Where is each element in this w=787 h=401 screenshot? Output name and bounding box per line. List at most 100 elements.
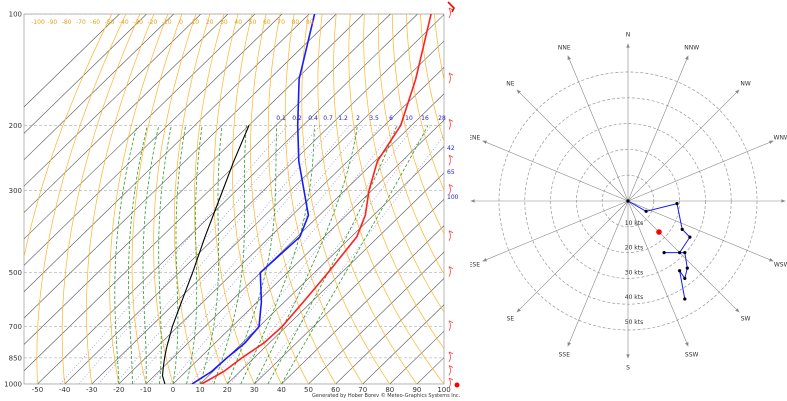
isotherm	[24, 14, 229, 213]
isotherm	[24, 14, 310, 293]
dry-adiabat	[232, 14, 282, 384]
dry-adiabat	[250, 14, 309, 384]
isotherm	[362, 304, 444, 384]
hodograph-point	[688, 235, 692, 239]
x-tick-label: 10	[196, 386, 205, 394]
mixing-ratio-line	[149, 125, 365, 384]
isotherm	[254, 198, 444, 384]
dry-adiabat	[213, 14, 255, 384]
speed-ring-label: 30 kts	[625, 269, 644, 276]
skew-t-diagram: -100 -90 -80 -70 -60 -50 -40 -30 -20 -10 0 10 20 30 40…	[4, 1, 460, 394]
dry-adiabat-label: 70	[277, 19, 285, 26]
hodograph-point	[680, 227, 684, 231]
height-label: 100	[447, 194, 459, 201]
isotherm	[172, 119, 444, 384]
dry-adiabat-label: -20	[147, 19, 157, 26]
direction-arrowhead	[626, 354, 630, 359]
isotherm	[24, 14, 283, 266]
dewpoint-profile	[191, 14, 316, 384]
dry-adiabat-label: -90	[47, 19, 57, 26]
storm-motion-marker	[656, 229, 662, 235]
direction-arrowhead	[735, 308, 740, 313]
direction-arrowhead	[685, 342, 689, 347]
isotherm	[37, 14, 418, 384]
moist-adiabat	[114, 125, 138, 384]
mixing-ratio-line	[78, 125, 304, 384]
direction-spoke	[627, 200, 774, 262]
dry-adiabat-label: 50	[249, 19, 257, 26]
direction-arrowhead	[516, 89, 521, 94]
direction-label-nw: NW	[740, 80, 750, 87]
speed-ring-label: 10 kts	[625, 220, 644, 227]
dry-adiabat-label: -50	[105, 19, 115, 26]
x-tick-label: 60	[331, 386, 340, 394]
mixing-ratio-label: 3.5	[369, 115, 379, 122]
mixing-ratio-label: 0.1	[276, 115, 286, 122]
wind-barb	[448, 266, 454, 277]
direction-spoke	[516, 200, 629, 313]
isotherm	[91, 40, 444, 384]
isotherm	[118, 66, 444, 384]
speed-ring-label: 20 kts	[625, 245, 644, 252]
moist-adiabat	[142, 125, 160, 384]
hodograph-point	[644, 209, 648, 213]
mixing-ratio-line	[254, 135, 444, 384]
dry-adiabat-label: -100	[31, 19, 45, 26]
dry-adiabat-label: 90	[306, 19, 314, 26]
wind-barb	[448, 119, 454, 130]
hodograph-point	[626, 199, 630, 203]
x-tick-label: 70	[358, 386, 367, 394]
x-tick-label: -40	[59, 386, 70, 394]
hodograph-diagram: 10 kts 20 kts 30 kts 40 kts 50 kts N NNW NW WNW W…	[470, 32, 787, 372]
y-tick-label: 700	[9, 323, 22, 331]
isotherm	[64, 14, 444, 384]
dry-adiabat-label: 0	[179, 19, 183, 26]
dry-adiabat	[301, 14, 391, 384]
x-tick-label: 40	[277, 386, 286, 394]
dry-adiabat	[391, 14, 444, 235]
wind-barb	[448, 154, 454, 166]
speed-ring-label: 40 kts	[625, 294, 644, 301]
mixing-ratio-line	[60, 125, 288, 384]
wind-barb	[448, 365, 454, 376]
top-wind-barb	[447, 1, 455, 13]
wind-barb	[448, 72, 454, 84]
isotherm	[24, 14, 120, 108]
hodograph-point	[678, 251, 682, 255]
parcel-profile	[161, 125, 250, 384]
direction-arrowhead	[482, 140, 487, 144]
dry-adiabat-label: 10	[191, 19, 199, 26]
direction-spoke	[567, 200, 629, 347]
x-tick-label: 100	[437, 386, 450, 394]
direction-arrowhead	[567, 342, 571, 347]
direction-arrowhead	[470, 199, 475, 203]
direction-label-nnw: NNW	[684, 44, 699, 51]
mixing-ratio-line	[132, 125, 350, 384]
direction-label-se: SE	[507, 316, 515, 323]
dry-adiabat-label: -40	[119, 19, 129, 26]
x-tick-label: 90	[412, 386, 421, 394]
direction-arrowhead	[516, 308, 521, 313]
mixing-ratio-label: 6	[389, 115, 393, 122]
direction-arrowhead	[685, 55, 689, 60]
dry-adiabat-label: 80	[292, 19, 300, 26]
direction-arrowhead	[769, 140, 774, 144]
x-tick-label: 50	[304, 386, 313, 394]
direction-label-wnw: WNW	[774, 134, 787, 141]
isotherm	[145, 93, 444, 384]
x-tick-label: 0	[171, 386, 175, 394]
surface-marker	[454, 382, 460, 388]
y-tick-label: 100	[9, 11, 22, 19]
direction-spoke	[627, 55, 689, 202]
dry-adiabat-label: -60	[90, 19, 100, 26]
x-tick-label: -20	[113, 386, 124, 394]
direction-spoke	[482, 140, 629, 202]
direction-label-ese: ESE	[470, 262, 480, 269]
direction-label-s: S	[626, 364, 630, 371]
y-tick-label: 850	[9, 354, 22, 362]
x-tick-label: 20	[223, 386, 232, 394]
mixing-ratio-label: 10	[405, 115, 413, 122]
dry-adiabat-label: 30	[220, 19, 228, 26]
moist-adiabat	[172, 125, 186, 384]
isotherm	[199, 146, 444, 384]
